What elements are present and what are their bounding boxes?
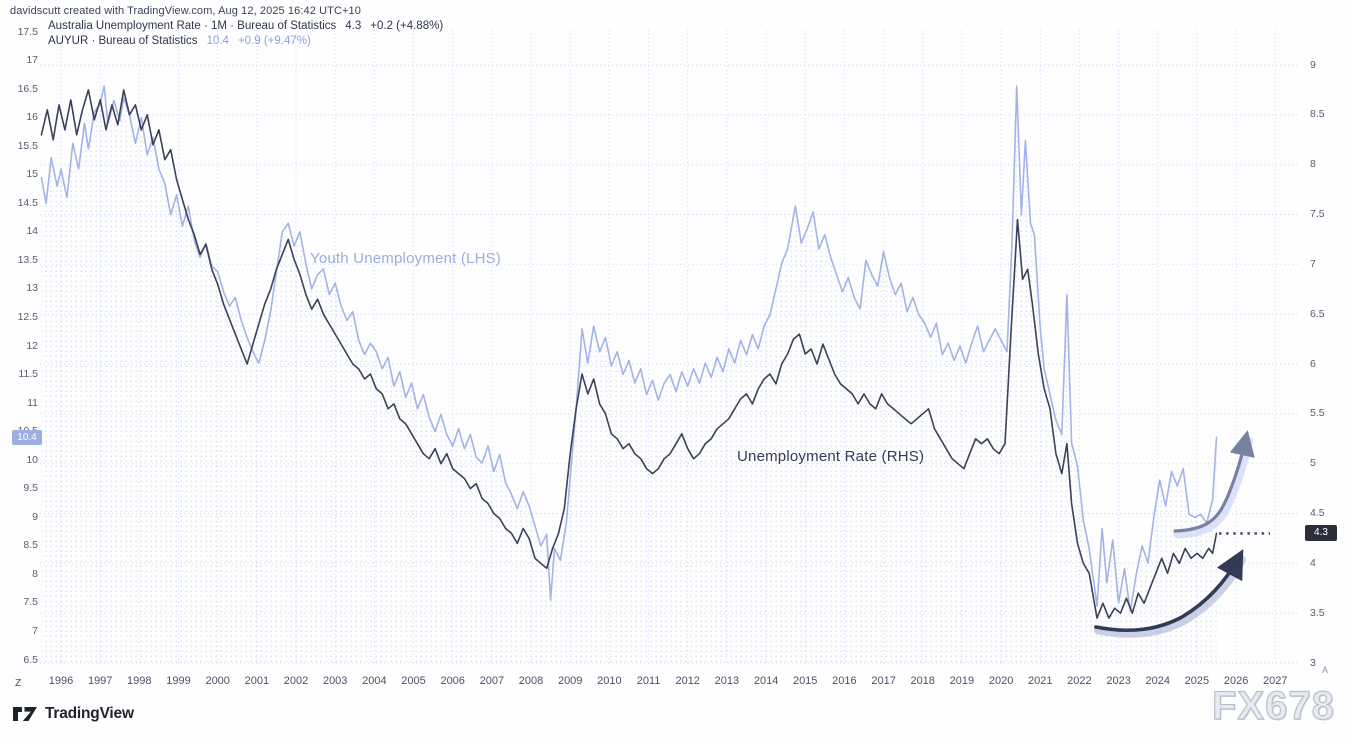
time-axis-tick: 2020 xyxy=(988,675,1014,687)
lhs-price-badge: 10.4 xyxy=(12,429,42,445)
attribution-text: davidscutt created with TradingView.com,… xyxy=(10,5,361,17)
left-axis-tick: 16 xyxy=(26,111,38,124)
time-axis-tick: 1996 xyxy=(48,675,74,687)
right-axis-tick: 6.5 xyxy=(1310,307,1325,320)
left-axis-tick: 15 xyxy=(26,168,38,181)
right-axis-tick: 8 xyxy=(1310,158,1316,171)
left-axis-tick: 13.5 xyxy=(17,253,38,266)
youth-projection-arrow xyxy=(1173,430,1255,533)
time-axis-tick: 2012 xyxy=(675,675,700,687)
time-axis-tick: 2002 xyxy=(283,675,309,687)
right-axis-tick: 5.5 xyxy=(1310,407,1325,420)
legend: Australia Unemployment Rate · 1M · Burea… xyxy=(48,20,443,50)
left-axis-tick: 17 xyxy=(26,54,38,66)
legend-change: +0.9 (+9.47%) xyxy=(237,35,311,47)
left-axis-tick: 11.5 xyxy=(18,368,38,380)
left-axis-tick: 9.5 xyxy=(23,482,38,495)
time-axis-tick: 2018 xyxy=(910,675,935,687)
left-axis-tick: 16.5 xyxy=(17,82,38,95)
time-axis-tick: 2000 xyxy=(205,675,230,687)
legend-title: AUYUR · Bureau of Statistics xyxy=(48,35,198,47)
youth-series-line[interactable] xyxy=(40,85,1218,613)
left-axis-tick: 13 xyxy=(26,282,38,295)
time-axis-tick: 2027 xyxy=(1263,675,1288,687)
time-axis-tick: 2004 xyxy=(362,675,387,687)
left-axis-tick: 9 xyxy=(32,510,38,523)
left-axis-tick: 7 xyxy=(32,625,38,637)
time-axis-tick: 2017 xyxy=(871,675,896,687)
time-axis-tick: 2013 xyxy=(714,675,740,687)
left-axis-tick: 12.5 xyxy=(17,311,38,323)
tradingview-logo-text: TradingView xyxy=(45,705,134,722)
time-axis-tick: 1998 xyxy=(127,675,152,687)
time-axis-tick: 2016 xyxy=(832,675,857,687)
youth-series-label: Youth Unemployment (LHS) xyxy=(310,250,502,267)
right-axis-tick: 4.5 xyxy=(1310,507,1325,519)
time-axis-tick: 1999 xyxy=(166,675,191,687)
right-axis-tick: 9 xyxy=(1310,58,1316,71)
time-axis-tick: 2011 xyxy=(636,675,661,687)
time-axis-tick: 2022 xyxy=(1067,675,1092,687)
time-axis-tick: 1997 xyxy=(87,675,113,687)
youth-projection-arrow-halo xyxy=(1173,436,1253,539)
time-axis-tick: 2008 xyxy=(518,675,544,687)
left-axis-tick: 14 xyxy=(26,225,38,238)
legend-value: 10.4 xyxy=(206,35,229,47)
time-axis-tick: 2019 xyxy=(949,675,975,687)
auto-scale-label: A xyxy=(1322,665,1329,675)
left-axis-tick: 15.5 xyxy=(17,139,38,152)
corner-label: Z xyxy=(15,677,22,689)
left-axis-tick: 12 xyxy=(26,339,38,352)
left-axis-tick: 6.5 xyxy=(23,653,38,666)
legend-row-auyur[interactable]: AUYUR · Bureau of Statistics 10.4 +0.9 (… xyxy=(48,35,443,50)
fx678-watermark: FX678 xyxy=(1211,683,1335,728)
time-axis-tick: 2024 xyxy=(1145,675,1171,687)
legend-value: 4.3 xyxy=(345,20,362,32)
youth-area-fill xyxy=(41,86,1217,666)
time-axis-tick: 2006 xyxy=(440,675,465,687)
left-axis-tick: 7.5 xyxy=(23,596,38,609)
unemployment-series-label: Unemployment Rate (RHS) xyxy=(737,448,925,465)
time-axis-tick: 2007 xyxy=(479,675,505,687)
right-axis-tick: 3 xyxy=(1310,656,1316,669)
time-axis-tick: 2023 xyxy=(1106,675,1131,687)
right-axis-tick: 6 xyxy=(1310,357,1316,370)
rhs-price-badge: 4.3 xyxy=(1305,525,1337,542)
time-axis-tick: 2009 xyxy=(557,675,583,687)
right-axis-tick: 5 xyxy=(1310,457,1316,470)
left-axis-tick: 8 xyxy=(32,567,38,580)
left-axis-tick: 14.5 xyxy=(17,196,38,209)
right-axis-tick: 7.5 xyxy=(1310,208,1325,220)
legend-row-unemployment[interactable]: Australia Unemployment Rate · 1M · Burea… xyxy=(48,20,443,35)
right-axis-tick: 3.5 xyxy=(1310,606,1325,619)
right-axis-tick: 4 xyxy=(1310,556,1316,569)
time-axis-tick: 2025 xyxy=(1184,675,1210,687)
left-axis-tick: 8.5 xyxy=(23,539,38,552)
time-axis-tick: 2003 xyxy=(322,675,348,687)
legend-change: +0.2 (+4.88%) xyxy=(370,20,444,32)
tradingview-logo[interactable]: TradingView xyxy=(12,705,134,723)
time-axis-tick: 2005 xyxy=(401,675,426,687)
tradingview-logo-icon xyxy=(12,706,38,722)
legend-title: Australia Unemployment Rate · 1M · Burea… xyxy=(48,20,337,32)
right-axis-tick: 8.5 xyxy=(1310,108,1325,121)
left-axis-tick: 11 xyxy=(27,396,38,409)
time-axis-tick: 2026 xyxy=(1223,675,1249,687)
left-axis-tick: 10 xyxy=(26,453,38,466)
time-axis-tick: 2015 xyxy=(792,675,818,687)
right-axis-tick: 7 xyxy=(1310,257,1316,270)
time-axis-tick: 2010 xyxy=(597,675,622,687)
time-axis-tick: 2001 xyxy=(244,675,270,687)
time-axis-tick: 2021 xyxy=(1028,675,1053,687)
unemployment-projection-arrow xyxy=(1094,549,1244,632)
left-axis-tick: 17.5 xyxy=(17,25,38,38)
unemployment-series-line[interactable] xyxy=(40,89,1218,619)
time-axis-tick: 2014 xyxy=(753,675,779,687)
